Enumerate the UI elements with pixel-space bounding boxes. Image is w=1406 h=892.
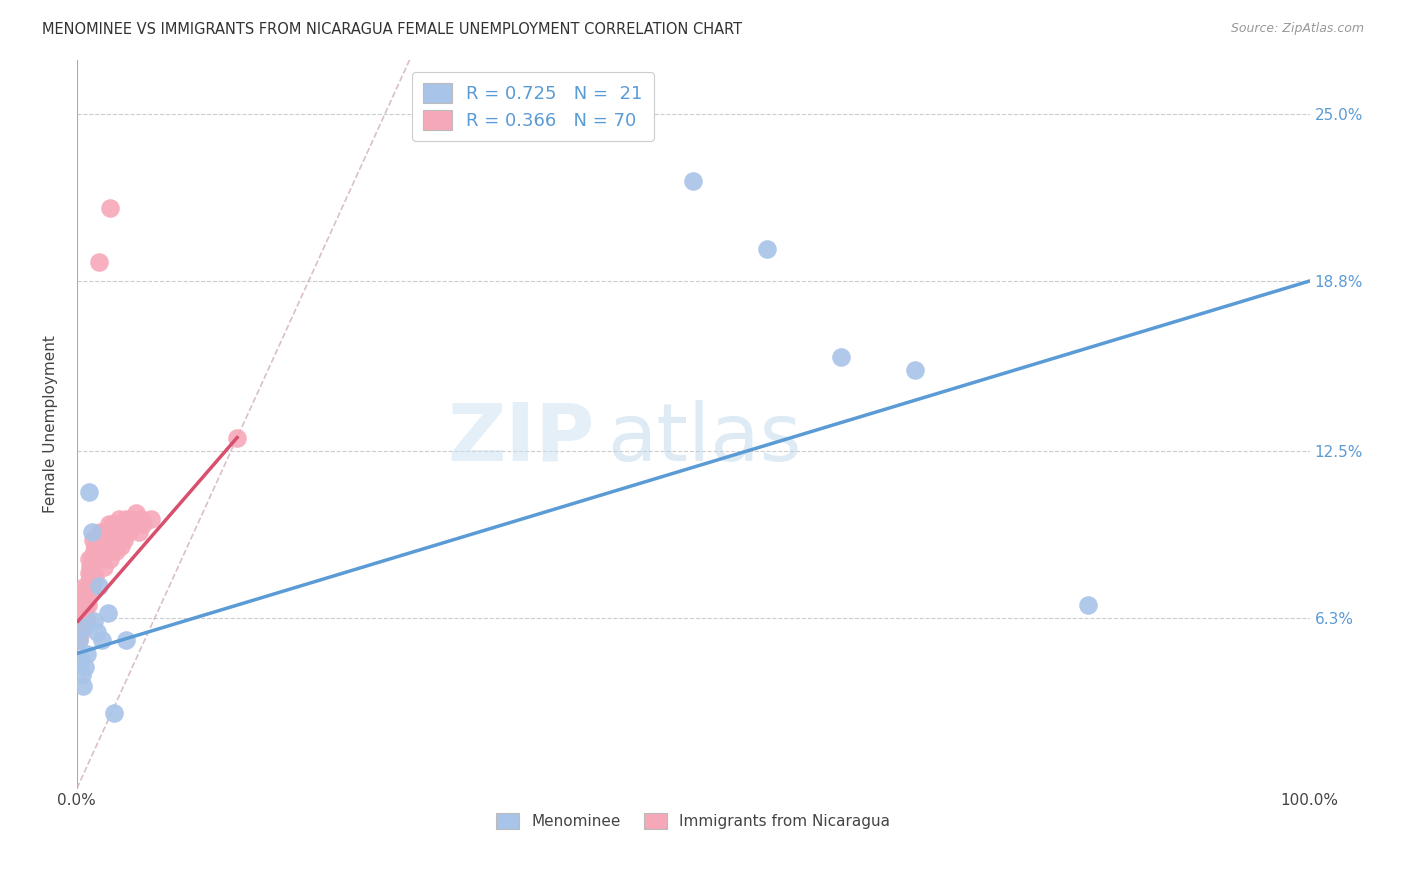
Point xyxy=(75,579,97,593)
Point xyxy=(100,533,122,548)
Point xyxy=(67,633,90,648)
Point xyxy=(98,201,121,215)
Point xyxy=(77,484,100,499)
Point xyxy=(104,524,127,539)
Point xyxy=(103,539,125,553)
Point xyxy=(75,606,97,620)
Point xyxy=(904,363,927,377)
Point xyxy=(77,587,100,601)
Point xyxy=(756,242,779,256)
Point xyxy=(84,571,107,585)
Point xyxy=(77,566,100,580)
Point xyxy=(115,633,138,648)
Point xyxy=(69,624,91,639)
Point xyxy=(67,633,90,648)
Point xyxy=(77,552,100,566)
Point xyxy=(1077,598,1099,612)
Point xyxy=(67,619,90,633)
Point xyxy=(70,598,93,612)
Point xyxy=(77,598,100,612)
Point xyxy=(90,552,112,566)
Point xyxy=(83,614,105,628)
Point xyxy=(97,606,120,620)
Point xyxy=(94,524,117,539)
Point xyxy=(72,619,94,633)
Text: Source: ZipAtlas.com: Source: ZipAtlas.com xyxy=(1230,22,1364,36)
Point xyxy=(80,524,103,539)
Point xyxy=(70,619,93,633)
Point xyxy=(77,579,100,593)
Point xyxy=(86,552,108,566)
Point xyxy=(72,606,94,620)
Point xyxy=(73,598,96,612)
Point xyxy=(129,511,152,525)
Point xyxy=(226,431,249,445)
Y-axis label: Female Unemployment: Female Unemployment xyxy=(44,335,58,513)
Point xyxy=(91,539,114,553)
Point xyxy=(107,511,129,525)
Point xyxy=(103,706,125,720)
Point xyxy=(122,516,145,531)
Text: atlas: atlas xyxy=(607,400,801,477)
Point xyxy=(82,533,104,548)
Point xyxy=(76,614,98,628)
Point xyxy=(67,606,90,620)
Point xyxy=(125,506,148,520)
Point xyxy=(76,592,98,607)
Point xyxy=(73,619,96,633)
Point xyxy=(80,579,103,593)
Point xyxy=(105,544,128,558)
Point xyxy=(111,516,134,531)
Point xyxy=(73,611,96,625)
Point xyxy=(89,524,111,539)
Point xyxy=(79,571,101,585)
Point xyxy=(79,560,101,574)
Point xyxy=(69,652,91,666)
Point xyxy=(84,539,107,553)
Point xyxy=(115,511,138,525)
Point xyxy=(117,524,139,539)
Point xyxy=(97,533,120,548)
Text: ZIP: ZIP xyxy=(447,400,595,477)
Point xyxy=(72,679,94,693)
Point xyxy=(682,174,704,188)
Point xyxy=(98,552,121,566)
Point xyxy=(87,544,110,558)
Point xyxy=(110,539,132,553)
Point xyxy=(75,660,97,674)
Legend: Menominee, Immigrants from Nicaragua: Menominee, Immigrants from Nicaragua xyxy=(491,807,896,836)
Point xyxy=(112,533,135,548)
Point xyxy=(67,624,90,639)
Point xyxy=(83,544,105,558)
Point xyxy=(75,592,97,607)
Point xyxy=(70,587,93,601)
Point xyxy=(120,511,142,525)
Point xyxy=(97,516,120,531)
Point xyxy=(80,552,103,566)
Point xyxy=(128,524,150,539)
Point xyxy=(69,611,91,625)
Point xyxy=(93,560,115,574)
Point xyxy=(87,533,110,548)
Point xyxy=(101,516,124,531)
Point xyxy=(90,633,112,648)
Text: MENOMINEE VS IMMIGRANTS FROM NICARAGUA FEMALE UNEMPLOYMENT CORRELATION CHART: MENOMINEE VS IMMIGRANTS FROM NICARAGUA F… xyxy=(42,22,742,37)
Point xyxy=(67,614,90,628)
Point xyxy=(67,598,90,612)
Point xyxy=(830,350,852,364)
Point xyxy=(86,624,108,639)
Point xyxy=(82,566,104,580)
Point xyxy=(76,647,98,661)
Point xyxy=(70,668,93,682)
Point xyxy=(69,592,91,607)
Point xyxy=(87,579,110,593)
Point xyxy=(114,524,136,539)
Point xyxy=(96,544,118,558)
Point xyxy=(107,533,129,548)
Point xyxy=(87,255,110,269)
Point xyxy=(72,587,94,601)
Point xyxy=(132,516,155,531)
Point xyxy=(139,511,162,525)
Point xyxy=(108,524,131,539)
